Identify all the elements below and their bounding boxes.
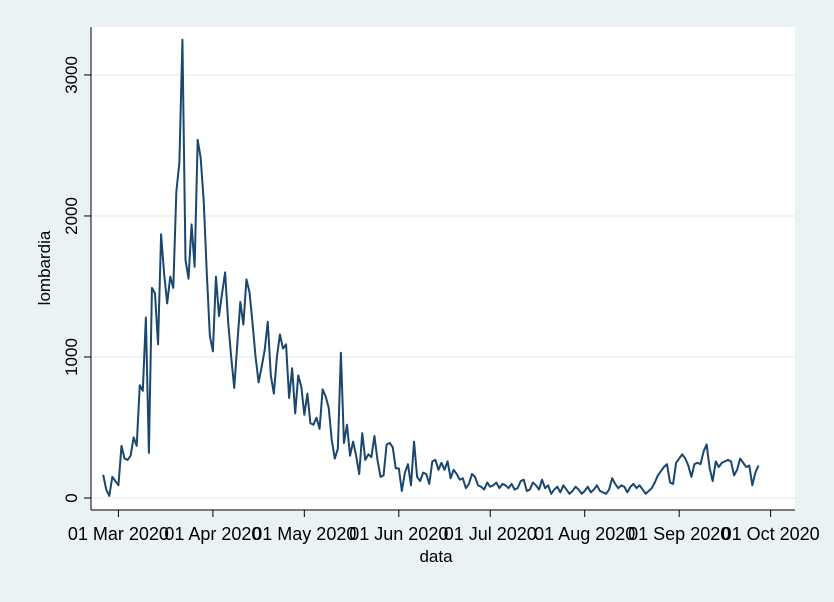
plot-area	[91, 27, 795, 510]
y-tick-label: 2000	[62, 197, 81, 235]
y-axis-title: lombardia	[35, 230, 54, 305]
x-tick-label: 01 Jul 2020	[444, 524, 537, 544]
x-tick-label: 01 Aug 2020	[534, 524, 635, 544]
x-tick-label: 01 Apr 2020	[164, 524, 261, 544]
x-tick-label: 01 Oct 2020	[722, 524, 820, 544]
x-tick-label: 01 Jun 2020	[349, 524, 448, 544]
x-tick-label: 01 May 2020	[252, 524, 356, 544]
x-axis-title: data	[419, 547, 453, 566]
data-line	[102, 38, 760, 497]
y-tick-label: 0	[62, 493, 81, 502]
x-tick-label: 01 Mar 2020	[68, 524, 169, 544]
y-tick-label: 3000	[62, 56, 81, 94]
x-tick-label: 01 Sep 2020	[628, 524, 730, 544]
y-tick-label: 1000	[62, 338, 81, 376]
